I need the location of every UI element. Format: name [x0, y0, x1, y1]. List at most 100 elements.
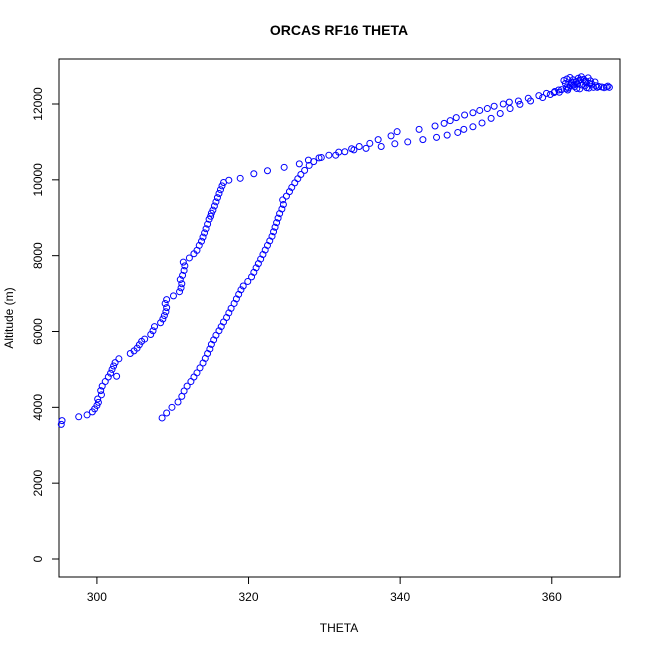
- x-tick-label: 340: [390, 590, 410, 604]
- data-point: [393, 128, 401, 136]
- data-point: [570, 81, 578, 89]
- data-point: [274, 214, 282, 222]
- data-point: [496, 109, 504, 117]
- data-point: [239, 282, 247, 290]
- data-point: [285, 188, 293, 196]
- data-point: [185, 254, 193, 262]
- data-point: [542, 89, 550, 97]
- data-point: [161, 299, 169, 307]
- data-point: [297, 171, 305, 179]
- data-point: [301, 166, 309, 174]
- data-point: [527, 97, 535, 105]
- data-point: [108, 365, 116, 373]
- data-point: [431, 122, 439, 130]
- data-point: [374, 136, 382, 144]
- data-point: [178, 280, 186, 288]
- data-point: [280, 163, 288, 171]
- data-point: [391, 140, 399, 148]
- data-point: [325, 151, 333, 159]
- data-point: [483, 105, 491, 113]
- data-point: [177, 284, 185, 292]
- data-point: [604, 82, 612, 90]
- data-point: [476, 106, 484, 114]
- y-axis-label: Altitude (m): [2, 287, 16, 348]
- chart-title: ORCAS RF16 THETA: [270, 22, 408, 38]
- data-point: [176, 276, 184, 284]
- data-point: [180, 387, 188, 395]
- data-point: [271, 223, 279, 231]
- data-point: [605, 83, 613, 91]
- data-point: [377, 142, 385, 150]
- data-point: [581, 82, 589, 90]
- data-point: [506, 105, 514, 113]
- data-point: [215, 189, 223, 197]
- data-point: [97, 391, 105, 399]
- y-tick-label: 4000: [31, 394, 45, 421]
- data-point: [201, 229, 209, 237]
- y-tick-label: 12000: [31, 87, 45, 121]
- data-point: [215, 327, 223, 335]
- data-point: [169, 292, 177, 300]
- data-point: [237, 286, 245, 294]
- data-point: [446, 117, 454, 125]
- data-point: [575, 76, 583, 84]
- data-point: [149, 327, 157, 335]
- data-point: [113, 372, 121, 380]
- data-point: [419, 136, 427, 144]
- data-point: [176, 288, 184, 296]
- data-point: [499, 100, 507, 108]
- data-point: [236, 174, 244, 182]
- data-point: [179, 271, 187, 279]
- data-point: [111, 359, 119, 367]
- data-point: [94, 398, 102, 406]
- data-point: [83, 411, 91, 419]
- data-point: [204, 220, 212, 228]
- data-point: [586, 77, 594, 85]
- data-point: [159, 315, 167, 323]
- data-points: [57, 73, 613, 428]
- data-point: [440, 119, 448, 127]
- data-point: [546, 91, 554, 99]
- data-point: [183, 382, 191, 390]
- data-point: [147, 331, 155, 339]
- data-point: [157, 319, 165, 327]
- data-point: [278, 205, 286, 213]
- data-point: [107, 369, 115, 377]
- data-point: [168, 403, 176, 411]
- data-point: [490, 102, 498, 110]
- data-point: [198, 237, 206, 245]
- x-axis: 300 320 340 360: [87, 576, 562, 604]
- data-point: [216, 186, 224, 194]
- data-point: [387, 132, 395, 140]
- data-point: [461, 111, 469, 119]
- data-point: [158, 414, 166, 422]
- y-tick-label: 6000: [31, 318, 45, 345]
- data-point: [75, 413, 83, 421]
- data-point: [576, 85, 584, 93]
- data-point: [591, 78, 599, 86]
- data-point: [452, 114, 460, 122]
- data-point: [94, 395, 102, 403]
- data-point: [350, 146, 358, 154]
- data-point: [190, 373, 198, 381]
- y-axis: 0 2000 4000 6000 8000 10000 12000: [31, 87, 60, 562]
- data-point: [516, 100, 524, 108]
- data-point: [469, 123, 477, 131]
- data-point: [514, 97, 522, 105]
- data-point: [196, 364, 204, 372]
- data-point: [207, 212, 215, 220]
- data-point: [362, 144, 370, 152]
- data-point: [163, 409, 171, 417]
- data-point: [478, 119, 486, 127]
- data-point: [202, 225, 210, 233]
- data-point: [193, 369, 201, 377]
- plot-frame: [58, 58, 621, 578]
- data-point: [244, 277, 252, 285]
- data-point: [366, 139, 374, 147]
- data-point: [181, 262, 189, 270]
- data-point: [195, 241, 203, 249]
- data-point: [180, 266, 188, 274]
- data-point: [263, 167, 271, 175]
- data-point: [199, 233, 207, 241]
- data-point: [335, 148, 343, 156]
